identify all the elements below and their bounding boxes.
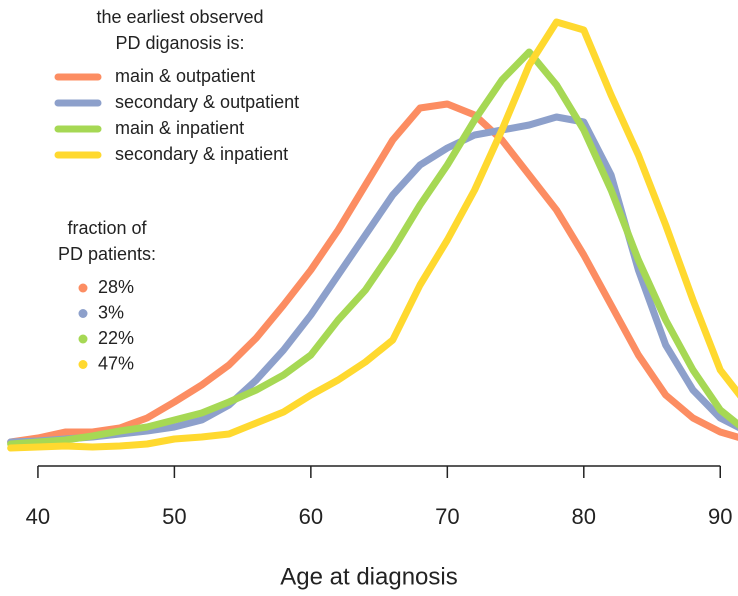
- x-tick-label: 90: [708, 504, 732, 529]
- legend-title: the earliest observed: [96, 7, 263, 27]
- density-line: [7, 100, 738, 446]
- fraction-dot: [78, 283, 88, 293]
- fraction-title: PD patients:: [58, 244, 156, 264]
- x-axis-label: Age at diagnosis: [280, 563, 457, 590]
- legend-label: main & outpatient: [115, 66, 255, 86]
- density-line: [7, 18, 738, 452]
- fraction-dot: [78, 309, 88, 318]
- fraction-label: 28%: [98, 277, 134, 297]
- fraction-label: 22%: [98, 328, 134, 348]
- x-tick-label: 60: [299, 504, 323, 529]
- legend-label: main & inpatient: [115, 118, 244, 138]
- fraction-dot: [78, 360, 88, 369]
- legend-title: PD diganosis is:: [115, 33, 244, 53]
- fraction-title: fraction of: [67, 218, 147, 238]
- legend-label: secondary & inpatient: [115, 144, 288, 164]
- x-tick-label: 40: [26, 504, 50, 529]
- legend-label: secondary & outpatient: [115, 92, 299, 112]
- fraction-dot: [78, 334, 88, 344]
- x-tick-label: 80: [572, 504, 596, 529]
- x-tick-label: 70: [435, 504, 459, 529]
- fraction-label: 3%: [98, 302, 124, 322]
- x-tick-label: 50: [162, 504, 186, 529]
- fraction-label: 47%: [98, 353, 134, 373]
- density-line: [7, 48, 738, 448]
